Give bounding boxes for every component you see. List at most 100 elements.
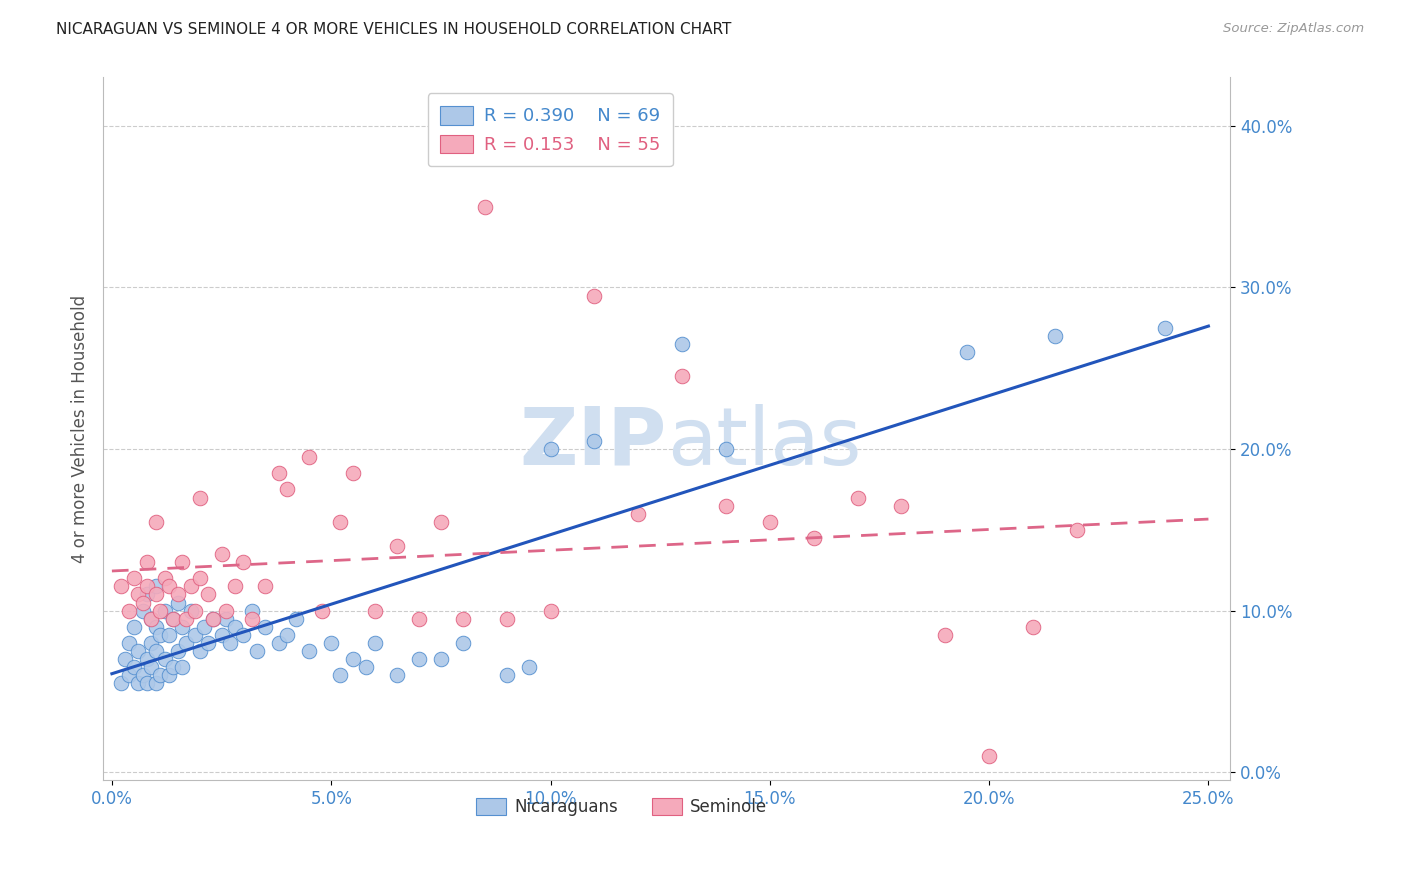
- Point: [1022, 620, 1045, 634]
- Point: [671, 369, 693, 384]
- Point: [276, 483, 298, 497]
- Point: [517, 660, 540, 674]
- Point: [180, 604, 202, 618]
- Point: [188, 571, 211, 585]
- Point: [122, 620, 145, 634]
- Point: [162, 660, 184, 674]
- Point: [224, 579, 246, 593]
- Point: [364, 636, 387, 650]
- Point: [671, 337, 693, 351]
- Point: [122, 571, 145, 585]
- Point: [145, 620, 167, 634]
- Point: [276, 628, 298, 642]
- Point: [215, 604, 238, 618]
- Point: [118, 668, 141, 682]
- Point: [149, 604, 172, 618]
- Point: [157, 579, 180, 593]
- Point: [627, 507, 650, 521]
- Point: [1066, 523, 1088, 537]
- Point: [188, 644, 211, 658]
- Point: [145, 579, 167, 593]
- Point: [495, 612, 517, 626]
- Point: [714, 442, 737, 456]
- Point: [342, 652, 364, 666]
- Point: [153, 652, 176, 666]
- Point: [267, 467, 290, 481]
- Point: [118, 636, 141, 650]
- Point: [131, 596, 153, 610]
- Point: [136, 676, 159, 690]
- Text: ZIP: ZIP: [519, 404, 666, 482]
- Point: [197, 587, 219, 601]
- Point: [110, 579, 132, 593]
- Point: [201, 612, 224, 626]
- Text: Source: ZipAtlas.com: Source: ZipAtlas.com: [1223, 22, 1364, 36]
- Text: atlas: atlas: [666, 404, 860, 482]
- Point: [166, 596, 188, 610]
- Point: [540, 442, 562, 456]
- Point: [166, 644, 188, 658]
- Point: [141, 636, 163, 650]
- Point: [311, 604, 333, 618]
- Point: [157, 628, 180, 642]
- Point: [145, 644, 167, 658]
- Point: [184, 628, 207, 642]
- Point: [495, 668, 517, 682]
- Point: [122, 660, 145, 674]
- Point: [342, 467, 364, 481]
- Point: [114, 652, 136, 666]
- Point: [451, 612, 474, 626]
- Point: [364, 604, 387, 618]
- Point: [430, 515, 453, 529]
- Point: [298, 644, 321, 658]
- Point: [430, 652, 453, 666]
- Point: [176, 636, 198, 650]
- Point: [131, 668, 153, 682]
- Point: [211, 628, 233, 642]
- Point: [215, 612, 238, 626]
- Point: [956, 345, 979, 359]
- Point: [136, 555, 159, 569]
- Point: [1043, 329, 1066, 343]
- Point: [141, 660, 163, 674]
- Point: [118, 604, 141, 618]
- Point: [232, 628, 254, 642]
- Point: [240, 612, 263, 626]
- Point: [153, 571, 176, 585]
- Point: [979, 749, 1001, 764]
- Point: [157, 668, 180, 682]
- Point: [1153, 321, 1175, 335]
- Point: [197, 636, 219, 650]
- Text: NICARAGUAN VS SEMINOLE 4 OR MORE VEHICLES IN HOUSEHOLD CORRELATION CHART: NICARAGUAN VS SEMINOLE 4 OR MORE VEHICLE…: [56, 22, 731, 37]
- Point: [224, 620, 246, 634]
- Point: [127, 676, 149, 690]
- Y-axis label: 4 or more Vehicles in Household: 4 or more Vehicles in Household: [72, 295, 89, 563]
- Point: [145, 676, 167, 690]
- Legend: Nicaraguans, Seminole: Nicaraguans, Seminole: [468, 789, 776, 825]
- Point: [172, 555, 194, 569]
- Point: [934, 628, 956, 642]
- Point: [201, 612, 224, 626]
- Point: [172, 660, 194, 674]
- Point: [141, 612, 163, 626]
- Point: [162, 612, 184, 626]
- Point: [172, 620, 194, 634]
- Point: [211, 547, 233, 561]
- Point: [136, 587, 159, 601]
- Point: [188, 491, 211, 505]
- Point: [162, 612, 184, 626]
- Point: [846, 491, 869, 505]
- Point: [714, 499, 737, 513]
- Point: [329, 668, 352, 682]
- Point: [254, 620, 277, 634]
- Point: [408, 612, 430, 626]
- Point: [267, 636, 290, 650]
- Point: [759, 515, 782, 529]
- Point: [153, 604, 176, 618]
- Point: [474, 200, 496, 214]
- Point: [385, 668, 408, 682]
- Point: [176, 612, 198, 626]
- Point: [110, 676, 132, 690]
- Point: [127, 587, 149, 601]
- Point: [141, 612, 163, 626]
